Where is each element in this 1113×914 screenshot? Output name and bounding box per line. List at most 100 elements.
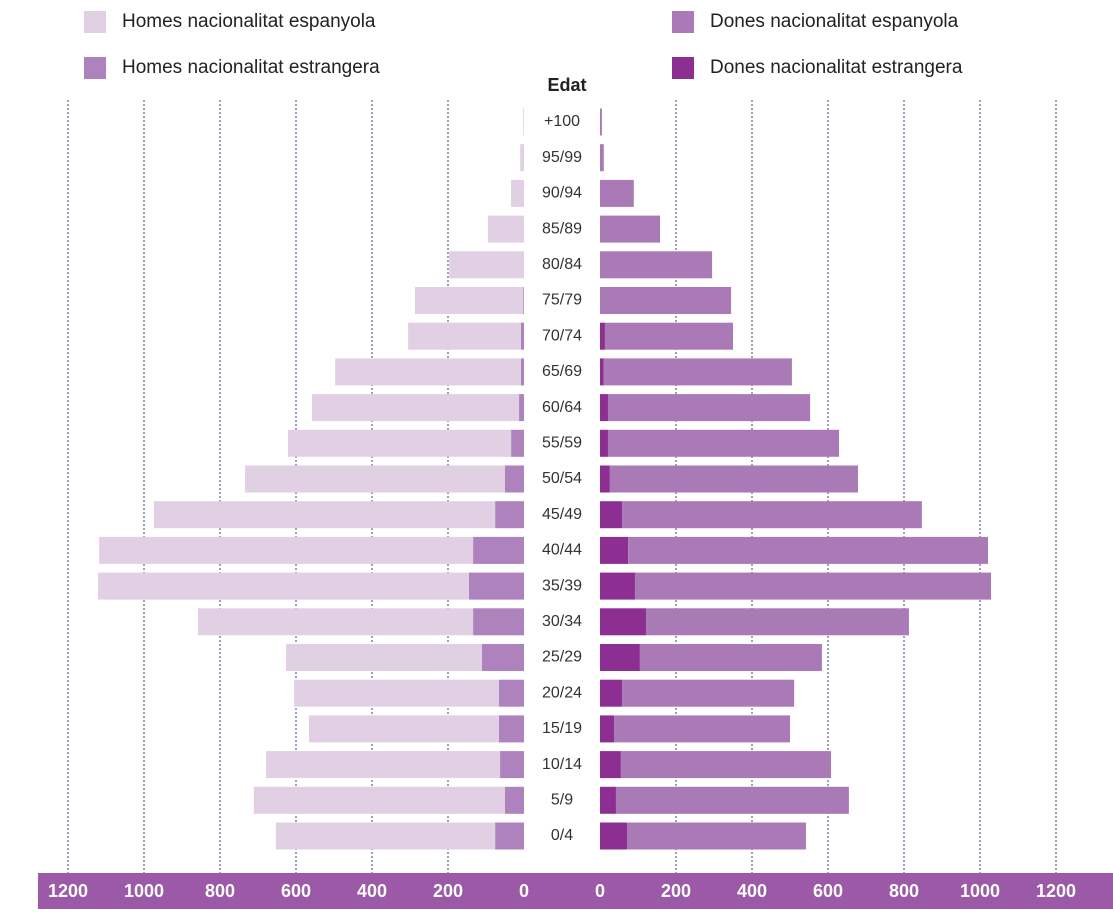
- bar-segment: [511, 179, 524, 207]
- bar-segment: [308, 715, 499, 743]
- bar-segment: [473, 536, 524, 564]
- bar-segment: [600, 751, 621, 779]
- bar-segment: [600, 608, 646, 636]
- category-label: 95/99: [542, 149, 582, 166]
- bar-segment: [153, 501, 496, 529]
- legend-label: Homes nacionalitat espanyola: [122, 11, 376, 32]
- bar-segment: [600, 144, 604, 172]
- bar-segment: [634, 572, 992, 600]
- x-tick-label: 800: [889, 881, 919, 901]
- bar-segment: [505, 465, 524, 493]
- category-label: 15/19: [542, 720, 582, 737]
- category-label: 5/9: [551, 792, 573, 809]
- bar-segment: [600, 394, 608, 422]
- x-tick-label: 1000: [960, 881, 1000, 901]
- bar-segment: [288, 429, 512, 457]
- axis-band: [38, 873, 1113, 909]
- x-tick-label: 800: [205, 881, 235, 901]
- bar-segment: [495, 822, 524, 850]
- bar-segment: [600, 501, 623, 529]
- legend-swatch: [672, 57, 694, 79]
- bar-segment: [645, 608, 909, 636]
- category-label: 35/39: [542, 577, 582, 594]
- category-label: 0/4: [551, 827, 573, 844]
- bar-segment: [614, 715, 790, 743]
- bar-segment: [286, 644, 482, 671]
- category-label: 40/44: [542, 542, 582, 559]
- bar-segment: [600, 786, 616, 814]
- x-tick-label: 600: [281, 881, 311, 901]
- bar-segment: [449, 251, 524, 279]
- bar-segment: [253, 786, 505, 814]
- bar-segment: [639, 644, 822, 671]
- legend-label: Dones nacionalitat estrangera: [710, 57, 963, 78]
- bar-segment: [600, 679, 623, 707]
- legend-swatch: [84, 57, 106, 79]
- category-label: 45/49: [542, 506, 582, 523]
- bar-segment: [600, 287, 732, 314]
- bar-segment: [520, 358, 524, 386]
- x-tick-label: 0: [519, 881, 529, 901]
- x-tick-label: 200: [433, 881, 463, 901]
- bar-segment: [414, 287, 524, 314]
- category-label: 10/14: [542, 756, 582, 773]
- category-label: 70/74: [542, 327, 582, 344]
- bar-segment: [498, 679, 524, 707]
- bar-segment: [600, 822, 627, 850]
- bar-segment: [520, 144, 524, 172]
- x-tick-label: 1200: [1036, 881, 1076, 901]
- bar-segment: [609, 465, 859, 493]
- category-label: 20/24: [542, 684, 582, 701]
- y-axis-label: Edat: [547, 75, 586, 95]
- bar-segment: [468, 572, 524, 600]
- bar-segment: [600, 251, 713, 279]
- bar-segment: [600, 465, 610, 493]
- category-label: 75/79: [542, 292, 582, 309]
- x-tick-label: 200: [661, 881, 691, 901]
- category-label: +100: [544, 113, 580, 130]
- bar-segment: [197, 608, 474, 636]
- bar-segment: [265, 751, 501, 779]
- category-label: 25/29: [542, 649, 582, 666]
- bar-segment: [600, 572, 635, 600]
- bar-segment: [600, 536, 629, 564]
- bar-segment: [626, 822, 806, 850]
- bar-segment: [600, 322, 605, 350]
- category-label: 90/94: [542, 185, 582, 202]
- category-label: 60/64: [542, 399, 582, 416]
- bar-segment: [481, 644, 524, 671]
- bar-segment: [620, 751, 832, 779]
- category-label: 80/84: [542, 256, 582, 273]
- x-tick-label: 600: [813, 881, 843, 901]
- bar-segment: [600, 108, 602, 136]
- bar-segment: [600, 644, 640, 671]
- bar-segment: [519, 394, 524, 422]
- bar-segment: [511, 429, 524, 457]
- bar-segment: [473, 608, 524, 636]
- bar-segment: [498, 715, 524, 743]
- legend-swatch: [672, 11, 694, 33]
- bar-segment: [600, 429, 608, 457]
- bar-segment: [335, 358, 521, 386]
- bar-segment: [311, 394, 520, 422]
- bar-segment: [520, 322, 524, 350]
- legend-swatch: [84, 11, 106, 33]
- bar-segment: [523, 287, 524, 314]
- bar-segment: [603, 358, 792, 386]
- legend-label: Homes nacionalitat estrangera: [122, 57, 380, 78]
- bar-segment: [505, 786, 524, 814]
- bar-segment: [600, 215, 661, 243]
- bar-segment: [500, 751, 524, 779]
- bar-segment: [622, 679, 795, 707]
- bar-segment: [523, 108, 524, 136]
- legend-label: Dones nacionalitat espanyola: [710, 11, 959, 32]
- bar-segment: [600, 715, 615, 743]
- bar-segment: [408, 322, 521, 350]
- x-tick-label: 0: [595, 881, 605, 901]
- category-label: 30/34: [542, 613, 582, 630]
- bar-segment: [99, 536, 474, 564]
- bar-segment: [607, 429, 840, 457]
- bar-segment: [275, 822, 496, 850]
- category-label: 65/69: [542, 363, 582, 380]
